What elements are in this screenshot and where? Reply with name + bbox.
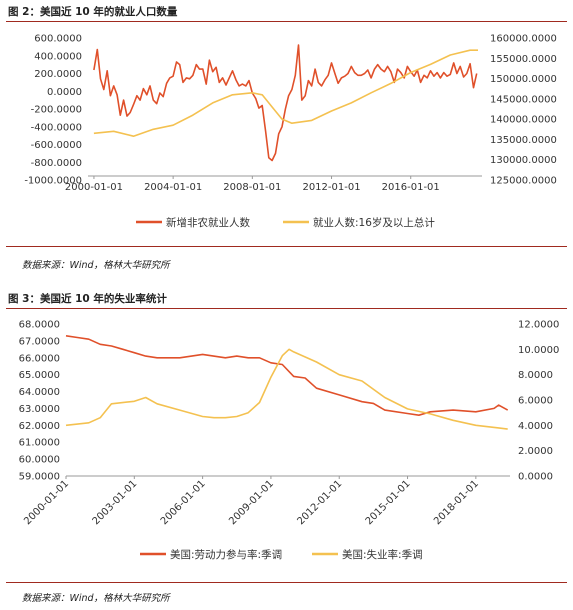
- y-left-tick-label: 400.0000: [34, 51, 82, 62]
- y-right-tick-label: 130000.0000: [490, 155, 557, 166]
- x-tick-label: 2006-01-01: [159, 478, 208, 527]
- legend-label: 就业人数:16岁及以上总计: [313, 216, 435, 229]
- y-right-tick-label: 12.0000: [518, 320, 559, 331]
- y-left-tick-label: 63.0000: [19, 404, 60, 415]
- employment-chart: 600.0000 400.0000 200.0000 0.0000 -200.0000 -…: [24, 34, 557, 230]
- y-left-tick-label: 0.0000: [47, 87, 82, 98]
- y-left-tick-label: 600.0000: [34, 34, 82, 45]
- y-left-tick-label: 66.0000: [19, 353, 60, 364]
- y-right-tick-label: 150000.0000: [490, 74, 557, 85]
- y-left-tick-label: 68.0000: [19, 320, 60, 331]
- y-right-tick-label: 140000.0000: [490, 115, 557, 126]
- figure-1-source: 数据来源：Wind，格林大华研究所: [22, 260, 170, 271]
- x-tick-label: 2000-01-01: [22, 478, 71, 527]
- y-left-tick-label: -800.0000: [31, 158, 82, 169]
- x-tick-label: 2009-01-01: [227, 478, 276, 527]
- y-right-tick-label: 160000.0000: [490, 34, 557, 45]
- y-right-tick-label: 0.0000: [518, 472, 553, 483]
- legend-label: 美国:失业率:季调: [342, 548, 423, 561]
- figure-1-source-rule: [6, 246, 567, 247]
- y-left-tick-label: 60.0000: [19, 455, 60, 466]
- y-right-tick-label: 155000.0000: [490, 54, 557, 65]
- y-left-tick-label: 64.0000: [19, 387, 60, 398]
- x-tick-label: 2012-01-01: [302, 182, 360, 193]
- series-line-2: [93, 49, 478, 137]
- x-tick-label: 2003-01-01: [91, 478, 140, 527]
- legend-label: 新增非农就业人数: [166, 216, 250, 229]
- series-line-1: [65, 335, 509, 416]
- y-right-tick-label: 2.0000: [518, 446, 553, 457]
- figure-2-title: 图 3：美国近 10 年的失业率统计: [8, 293, 167, 305]
- x-tick-label: 2018-01-01: [432, 478, 481, 527]
- series-line-2: [65, 348, 508, 430]
- y-left-tick-label: 59.0000: [19, 472, 60, 483]
- y-left-tick-label: 67.0000: [19, 336, 60, 347]
- y-right-tick-label: 10.0000: [518, 345, 559, 356]
- y-right-tick-label: 125000.0000: [490, 176, 557, 187]
- y-right-tick-label: 6.0000: [518, 396, 553, 407]
- y-left-tick-label: -1000.0000: [24, 176, 82, 187]
- figure-2-source: 数据来源：Wind，格林大华研究所: [22, 593, 170, 604]
- x-tick-label: 2016-01-01: [382, 182, 440, 193]
- legend-label: 美国:劳动力参与率:季调: [170, 548, 282, 561]
- y-right-tick-label: 4.0000: [518, 421, 553, 432]
- y-right-tick-label: 145000.0000: [490, 94, 557, 105]
- y-left-tick-label: 62.0000: [19, 421, 60, 432]
- figure-1-title: 图 2：美国近 10 年的就业人口数量: [8, 6, 178, 18]
- y-left-tick-label: -600.0000: [31, 140, 82, 151]
- unemployment-chart: 68.0000 67.0000 66.0000 65.0000 64.0000 63.00…: [19, 320, 560, 562]
- x-tick-label: 2015-01-01: [364, 478, 413, 527]
- y-right-tick-label: 135000.0000: [490, 135, 557, 146]
- x-tick-label: 2004-01-01: [144, 182, 202, 193]
- x-tick-label: 2012-01-01: [295, 478, 344, 527]
- y-left-tick-label: 65.0000: [19, 370, 60, 381]
- y-left-tick-label: 200.0000: [34, 69, 82, 80]
- y-right-tick-label: 8.0000: [518, 370, 553, 381]
- figure-2-title-rule: [6, 308, 567, 309]
- figure-1-title-rule: [6, 21, 567, 22]
- x-tick-label: 2008-01-01: [223, 182, 281, 193]
- y-left-tick-label: 61.0000: [19, 438, 60, 449]
- x-tick-label: 2000-01-01: [65, 182, 123, 193]
- figure-2-source-rule: [6, 582, 567, 583]
- y-left-tick-label: -400.0000: [31, 122, 82, 133]
- y-left-tick-label: -200.0000: [31, 105, 82, 116]
- series-line-1: [93, 44, 478, 162]
